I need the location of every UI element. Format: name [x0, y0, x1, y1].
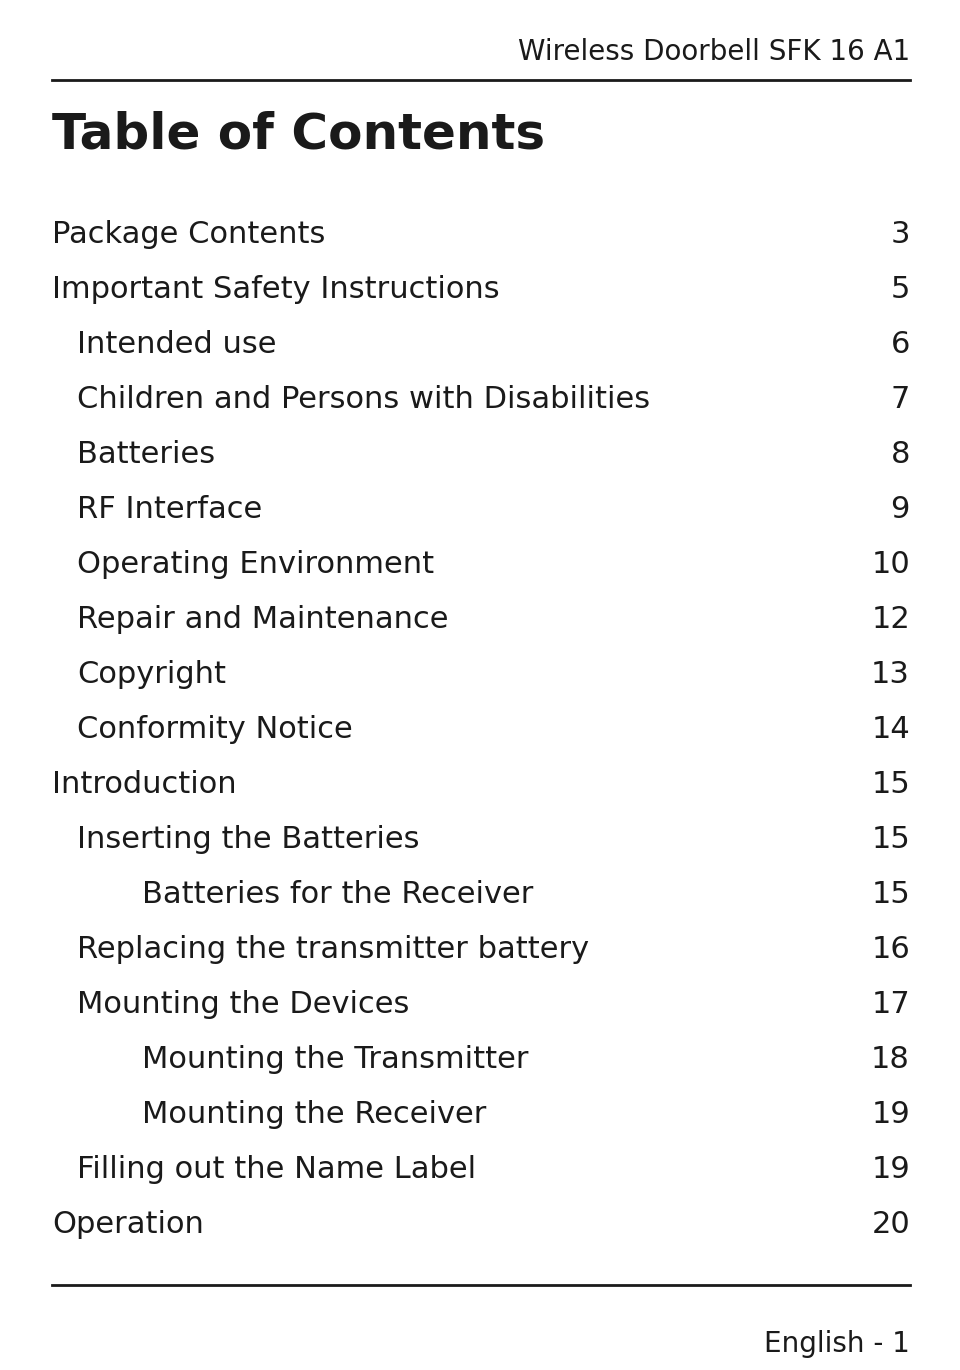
Text: Inserting the Batteries: Inserting the Batteries — [77, 825, 420, 854]
Text: Batteries for the Receiver: Batteries for the Receiver — [142, 880, 534, 910]
Text: 16: 16 — [872, 934, 910, 964]
Text: 15: 15 — [872, 770, 910, 799]
Text: 19: 19 — [872, 1100, 910, 1129]
Text: Mounting the Transmitter: Mounting the Transmitter — [142, 1045, 529, 1074]
Text: 9: 9 — [891, 495, 910, 523]
Text: Conformity Notice: Conformity Notice — [77, 715, 352, 744]
Text: 15: 15 — [872, 880, 910, 910]
Text: 13: 13 — [871, 660, 910, 689]
Text: 18: 18 — [871, 1045, 910, 1074]
Text: Repair and Maintenance: Repair and Maintenance — [77, 606, 448, 634]
Text: Filling out the Name Label: Filling out the Name Label — [77, 1155, 476, 1184]
Text: Wireless Doorbell SFK 16 A1: Wireless Doorbell SFK 16 A1 — [517, 38, 910, 66]
Text: 10: 10 — [872, 549, 910, 580]
Text: 17: 17 — [872, 991, 910, 1019]
Text: Package Contents: Package Contents — [52, 221, 325, 249]
Text: 15: 15 — [872, 825, 910, 854]
Text: Operating Environment: Operating Environment — [77, 549, 434, 580]
Text: Batteries: Batteries — [77, 440, 215, 469]
Text: Copyright: Copyright — [77, 660, 226, 689]
Text: 6: 6 — [891, 330, 910, 359]
Text: 7: 7 — [891, 385, 910, 414]
Text: Intended use: Intended use — [77, 330, 276, 359]
Text: Table of Contents: Table of Contents — [52, 110, 545, 158]
Text: 14: 14 — [872, 715, 910, 744]
Text: 8: 8 — [891, 440, 910, 469]
Text: Important Safety Instructions: Important Safety Instructions — [52, 275, 499, 304]
Text: Operation: Operation — [52, 1210, 204, 1238]
Text: Introduction: Introduction — [52, 770, 236, 799]
Text: 20: 20 — [872, 1210, 910, 1238]
Text: Replacing the transmitter battery: Replacing the transmitter battery — [77, 934, 589, 964]
Text: 19: 19 — [872, 1155, 910, 1184]
Text: RF Interface: RF Interface — [77, 495, 262, 523]
Text: English - 1: English - 1 — [764, 1330, 910, 1358]
Text: 5: 5 — [891, 275, 910, 304]
Text: Children and Persons with Disabilities: Children and Persons with Disabilities — [77, 385, 650, 414]
Text: 3: 3 — [891, 221, 910, 249]
Text: Mounting the Receiver: Mounting the Receiver — [142, 1100, 487, 1129]
Text: Mounting the Devices: Mounting the Devices — [77, 991, 409, 1019]
Text: 12: 12 — [872, 606, 910, 634]
